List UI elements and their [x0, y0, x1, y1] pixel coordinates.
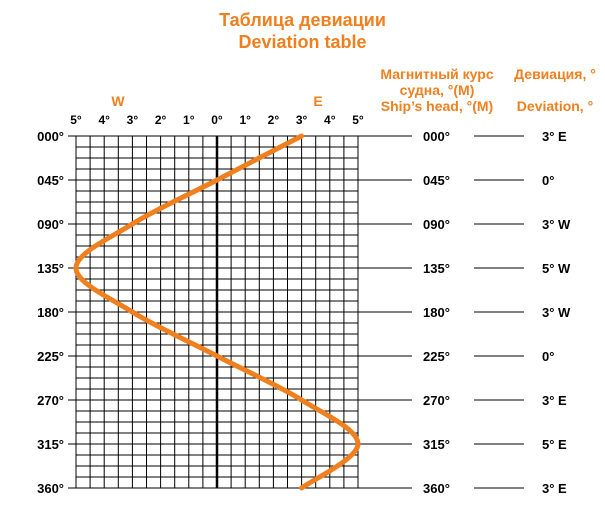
table-heading-value: 180°: [423, 305, 450, 320]
table-heading-value: 315°: [423, 437, 450, 452]
x-tick-label: 4°: [98, 113, 110, 127]
table-heading-value: 090°: [423, 217, 450, 232]
deviation-curve: [73, 133, 361, 491]
x-tick-label: 5°: [352, 113, 364, 127]
heading-column-header-ru: Магнитный курс судна, °(M): [380, 66, 494, 98]
table-deviation-value: 3° E: [542, 393, 567, 408]
table-heading-value: 225°: [423, 349, 450, 364]
table-deviation-value: 0°: [542, 349, 554, 364]
y-tick-label: 090°: [37, 217, 64, 232]
chart-title-en: Deviation table: [238, 32, 367, 52]
y-tick-label: 315°: [37, 437, 64, 452]
west-label: W: [111, 93, 125, 109]
x-tick-label: 5°: [70, 113, 82, 127]
y-tick-label: 000°: [37, 129, 64, 144]
x-tick-label: 3°: [296, 113, 308, 127]
x-tick-label: 3°: [127, 113, 139, 127]
y-tick-label: 135°: [37, 261, 64, 276]
table-deviation-value: 3° E: [542, 129, 567, 144]
y-tick-label: 270°: [37, 393, 64, 408]
table-deviation-value: 5° E: [542, 437, 567, 452]
heading-column-header-en: Ship’s head, °(M): [380, 98, 494, 114]
x-tick-label: 1°: [239, 113, 251, 127]
table-deviation-value: 3° W: [542, 217, 571, 232]
y-tick-label: 045°: [37, 173, 64, 188]
deviation-column-header-en: Deviation, °: [516, 98, 594, 114]
x-tick-label: 0°: [211, 113, 223, 127]
east-label: E: [313, 93, 322, 109]
x-tick-label: 1°: [183, 113, 195, 127]
table-deviation-value: 0°: [542, 173, 554, 188]
y-tick-label: 225°: [37, 349, 64, 364]
x-tick-label: 2°: [268, 113, 280, 127]
table-deviation-value: 3° E: [542, 481, 567, 496]
table-deviation-value: 3° W: [542, 305, 571, 320]
table-heading-value: 135°: [423, 261, 450, 276]
table-heading-value: 045°: [423, 173, 450, 188]
table-heading-value: 360°: [423, 481, 450, 496]
table-heading-value: 000°: [423, 129, 450, 144]
x-tick-label: 4°: [324, 113, 336, 127]
table-deviation-value: 5° W: [542, 261, 571, 276]
table-heading-value: 270°: [423, 393, 450, 408]
deviation-column-header-ru: Девиация, °: [514, 66, 596, 82]
y-tick-label: 180°: [37, 305, 64, 320]
y-tick-label: 360°: [37, 481, 64, 496]
x-tick-label: 2°: [155, 113, 167, 127]
chart-title-ru: Таблица девиации: [219, 10, 386, 30]
